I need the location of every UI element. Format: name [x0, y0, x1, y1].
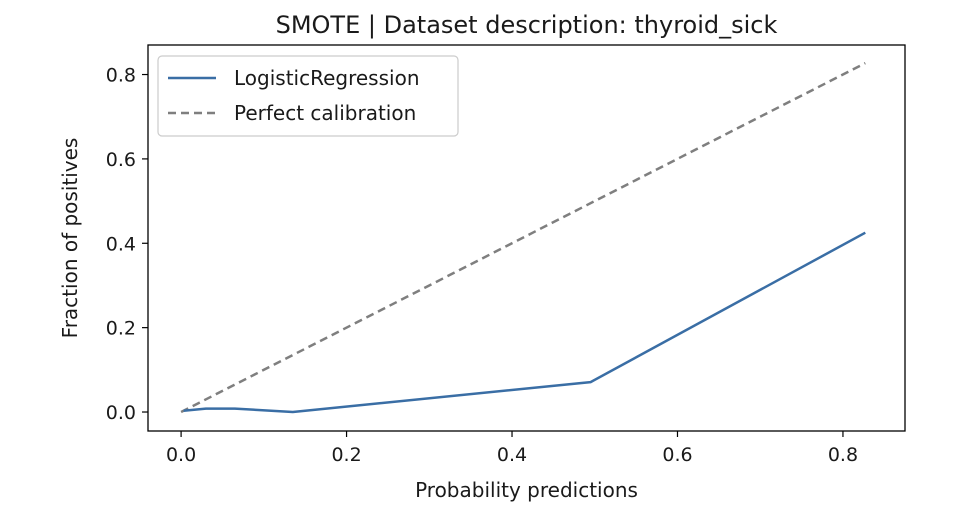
x-axis-ticks: 0.0 0.2 0.4 0.6 0.8 — [166, 431, 858, 466]
y-tick-label: 0.4 — [106, 233, 136, 255]
x-tick-label: 0.2 — [331, 444, 361, 466]
series-logistic-regression — [183, 231, 866, 414]
y-axis-ticks: 0.0 0.2 0.4 0.6 0.8 — [106, 65, 148, 424]
x-tick-label: 0.8 — [828, 444, 858, 466]
series-perfect-calibration — [180, 61, 866, 414]
x-tick-label: 0.0 — [166, 444, 196, 466]
series-layer — [180, 61, 866, 414]
y-tick-label: 0.0 — [106, 402, 136, 424]
legend-label-logistic-regression: LogisticRegression — [234, 66, 420, 90]
y-tick-label: 0.6 — [106, 149, 136, 171]
y-tick-label: 0.8 — [106, 65, 136, 87]
chart-title: SMOTE | Dataset description: thyroid_sic… — [276, 11, 778, 39]
y-axis-label: Fraction of positives — [58, 138, 82, 339]
x-tick-label: 0.6 — [662, 444, 692, 466]
legend-label-perfect-calibration: Perfect calibration — [234, 101, 416, 125]
legend: LogisticRegression Perfect calibration — [157, 55, 459, 137]
x-axis-label: Probability predictions — [415, 478, 638, 502]
x-tick-label: 0.4 — [497, 444, 527, 466]
y-tick-label: 0.2 — [106, 318, 136, 340]
plot-frame — [147, 44, 906, 432]
legend-box — [157, 55, 459, 137]
